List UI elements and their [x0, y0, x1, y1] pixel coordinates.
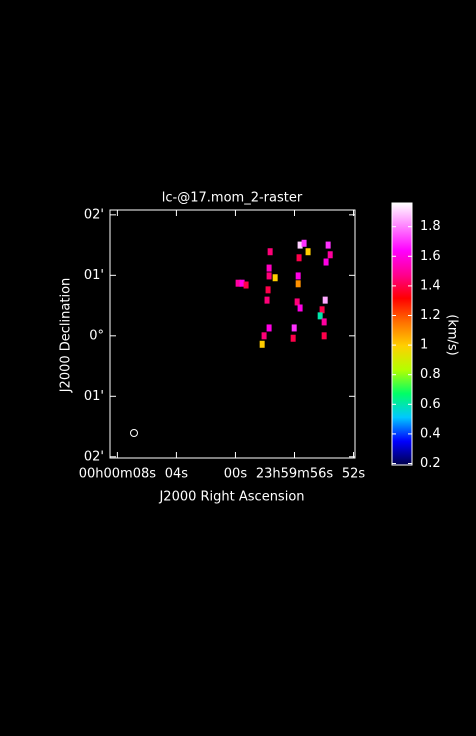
raster-pixel: [265, 286, 271, 294]
raster-pixel: [321, 318, 327, 326]
raster-pixel: [325, 241, 331, 249]
y-tick-label: 01': [84, 268, 104, 283]
raster-pixel: [290, 334, 296, 342]
colorbar-tick-label: 1.4: [420, 278, 441, 293]
colorbar-tick-label: 0.4: [420, 426, 441, 441]
colorbar-tick-label: 0.2: [420, 456, 441, 471]
raster-pixel: [323, 258, 329, 266]
raster-pixel: [295, 280, 301, 288]
y-axis-label: J2000 Declination: [59, 278, 74, 394]
raster-pixel: [266, 272, 272, 280]
x-axis-label: J2000 Right Ascension: [158, 490, 304, 505]
raster-pixel: [264, 296, 270, 304]
colorbar: [391, 202, 413, 466]
raster-pixel: [266, 264, 272, 272]
x-tick-label: 00h00m08s: [79, 467, 157, 482]
raster-pixel: [267, 248, 273, 256]
y-tick-label: 01': [84, 389, 104, 404]
raster-pixel: [266, 324, 272, 332]
raster-pixel: [295, 272, 301, 280]
raster-pixel: [301, 239, 307, 247]
raster-pixel: [305, 248, 311, 256]
raster-pixel: [239, 279, 245, 287]
y-tick-label: 02': [84, 207, 104, 222]
raster-pixel: [243, 281, 249, 289]
y-tick-label: 02': [84, 449, 104, 464]
raster-pixel: [321, 332, 327, 340]
x-tick-label: 04s: [165, 467, 189, 482]
colorbar-tick-label: 1.2: [420, 308, 441, 323]
colorbar-tick-label: 0.8: [420, 367, 441, 382]
raster-pixel: [317, 312, 323, 320]
x-tick-label: 52s: [342, 467, 366, 482]
raster-pixel: [297, 304, 303, 312]
colorbar-tick-label: 0.6: [420, 397, 441, 412]
colorbar-label: (km/s): [445, 314, 460, 356]
raster-pixel: [327, 251, 333, 259]
raster-pixel: [235, 279, 241, 287]
raster-pixel: [319, 306, 325, 314]
raster-pixel: [272, 274, 278, 282]
raster-pixel: [296, 254, 302, 262]
raster-pixel: [291, 324, 297, 332]
chart-title: lc-@17.mom_2-raster: [162, 191, 303, 206]
colorbar-tick-label: 1: [420, 338, 428, 353]
colorbar-tick-label: 1.8: [420, 219, 441, 234]
raster-pixel: [261, 332, 267, 340]
colorbar-tick-label: 1.6: [420, 249, 441, 264]
x-tick-label: 00s: [224, 467, 248, 482]
raster-pixel: [294, 298, 300, 306]
y-tick-label: 0°: [89, 328, 104, 343]
raster-pixel: [297, 241, 303, 249]
beam: [130, 429, 138, 437]
plot-frame: [109, 209, 356, 459]
x-tick-label: 23h59m56s: [256, 467, 334, 482]
raster-pixel: [322, 296, 328, 304]
raster-pixel: [259, 340, 265, 348]
